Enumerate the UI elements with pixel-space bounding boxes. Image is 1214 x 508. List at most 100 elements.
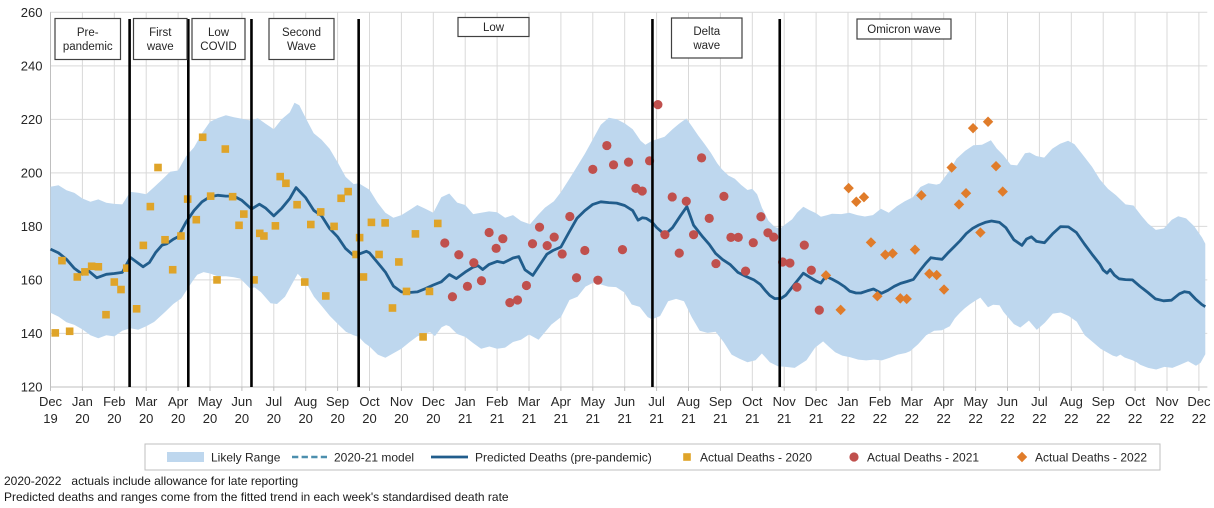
footnote-method: Predicted deaths and ranges come from th… bbox=[4, 490, 509, 504]
square-marker bbox=[276, 172, 284, 181]
x-tick-month: Jul bbox=[265, 394, 282, 409]
circle-marker bbox=[476, 276, 487, 286]
wave-phase-labels: Pre-pandemic First wave Low COVID Second Wave L… bbox=[54, 16, 952, 61]
svg-text:Delta: Delta bbox=[693, 26, 720, 38]
x-tick-year: 21 bbox=[586, 411, 600, 426]
x-tick-month: Feb bbox=[869, 394, 891, 409]
circle-marker bbox=[571, 273, 582, 283]
x-tick-month: May bbox=[963, 394, 988, 409]
x-tick-month: Apr bbox=[551, 394, 572, 409]
x-tick-month: Aug bbox=[294, 394, 317, 409]
square-marker bbox=[161, 235, 169, 244]
x-tick-year: 20 bbox=[75, 411, 89, 426]
circle-marker bbox=[726, 232, 736, 242]
diamond-marker bbox=[865, 237, 877, 248]
square-marker bbox=[110, 278, 119, 286]
svg-text:First: First bbox=[149, 27, 172, 39]
actual-deaths-points bbox=[51, 100, 1008, 341]
x-tick-month: Aug bbox=[1060, 394, 1083, 409]
square-marker bbox=[58, 256, 66, 265]
diamond-marker bbox=[909, 244, 921, 255]
diamond-marker bbox=[960, 187, 972, 199]
circle-marker bbox=[689, 230, 699, 240]
square-marker bbox=[51, 329, 60, 337]
svg-text:Low: Low bbox=[208, 27, 230, 39]
x-tick-month: Apr bbox=[934, 394, 955, 409]
square-marker bbox=[73, 273, 82, 281]
x-tick-year: 20 bbox=[394, 411, 408, 426]
svg-text:Pre-: Pre- bbox=[77, 27, 99, 39]
square-marker bbox=[206, 192, 215, 200]
square-marker bbox=[367, 218, 376, 227]
svg-text:Omicron wave: Omicron wave bbox=[867, 24, 941, 36]
x-tick-year: 20 bbox=[107, 411, 121, 426]
wave-label-low: Low bbox=[457, 16, 530, 38]
svg-text:Actual Deaths - 2022: Actual Deaths - 2022 bbox=[1035, 451, 1147, 465]
square-marker bbox=[192, 215, 201, 224]
square-marker bbox=[425, 287, 434, 296]
x-tick-month: Nov bbox=[773, 394, 797, 409]
diamond-marker bbox=[924, 268, 935, 279]
circle-marker bbox=[711, 258, 721, 269]
square-marker bbox=[271, 222, 280, 230]
circle-marker bbox=[565, 211, 575, 222]
circle-marker bbox=[653, 100, 663, 110]
x-tick-month: Aug bbox=[677, 394, 700, 409]
x-tick-year: 19 bbox=[43, 411, 57, 426]
x-tick-year: 22 bbox=[1192, 411, 1206, 426]
square-marker bbox=[154, 163, 162, 172]
x-tick-month: Dec bbox=[1187, 394, 1211, 409]
square-marker bbox=[146, 202, 155, 211]
x-tick-year: 22 bbox=[936, 411, 950, 426]
diamond-marker bbox=[895, 293, 906, 304]
x-tick-year: 20 bbox=[330, 411, 344, 426]
x-tick-month: Oct bbox=[742, 394, 763, 409]
circle-marker bbox=[484, 227, 494, 238]
diamond-marker bbox=[843, 182, 854, 194]
x-tick-month: Mar bbox=[901, 394, 924, 409]
square-marker bbox=[102, 310, 110, 319]
wave-label-omicron-wave: Omicron wave bbox=[856, 18, 952, 40]
square-marker bbox=[255, 229, 264, 238]
x-tick-year: 20 bbox=[298, 411, 312, 426]
svg-text:Second: Second bbox=[282, 27, 321, 39]
x-tick-year: 20 bbox=[426, 411, 440, 426]
legend-item-0: Likely Range bbox=[167, 451, 281, 465]
diamond-marker bbox=[953, 199, 965, 210]
x-tick-year: 22 bbox=[873, 411, 887, 426]
circle-marker bbox=[527, 239, 538, 249]
diamond-marker bbox=[820, 270, 832, 281]
wave-label-low-covid: Low COVID bbox=[191, 17, 246, 61]
circle-marker bbox=[542, 241, 552, 251]
x-tick-month: Dec bbox=[805, 394, 829, 409]
x-tick-year: 21 bbox=[713, 411, 727, 426]
diamond-marker bbox=[835, 304, 846, 316]
y-tick-label: 200 bbox=[21, 165, 43, 180]
circle-marker bbox=[667, 192, 677, 202]
diamond-marker bbox=[946, 162, 957, 173]
svg-text:COVID: COVID bbox=[200, 41, 236, 53]
square-marker bbox=[293, 200, 301, 209]
wave-label-second-wave: Second Wave bbox=[268, 17, 335, 61]
square-marker bbox=[307, 220, 315, 229]
legend-item-5: Actual Deaths - 2022 bbox=[1016, 451, 1147, 465]
circle-marker bbox=[608, 160, 619, 170]
x-tick-year: 21 bbox=[458, 411, 472, 426]
y-tick-label: 140 bbox=[21, 326, 43, 341]
svg-text:wave: wave bbox=[692, 40, 720, 52]
x-tick-year: 20 bbox=[362, 411, 376, 426]
square-marker bbox=[235, 221, 243, 230]
x-tick-year: 22 bbox=[968, 411, 982, 426]
circle-marker bbox=[602, 140, 612, 151]
square-marker bbox=[94, 262, 103, 271]
square-marker bbox=[198, 133, 207, 142]
x-tick-year: 21 bbox=[681, 411, 695, 426]
x-tick-month: Jul bbox=[648, 394, 665, 409]
x-tick-month: Mar bbox=[135, 394, 158, 409]
square-marker bbox=[411, 230, 420, 238]
x-tick-month: Jun bbox=[614, 394, 635, 409]
square-marker bbox=[213, 276, 221, 284]
circle-marker bbox=[849, 452, 859, 462]
x-tick-month: Apr bbox=[168, 394, 189, 409]
